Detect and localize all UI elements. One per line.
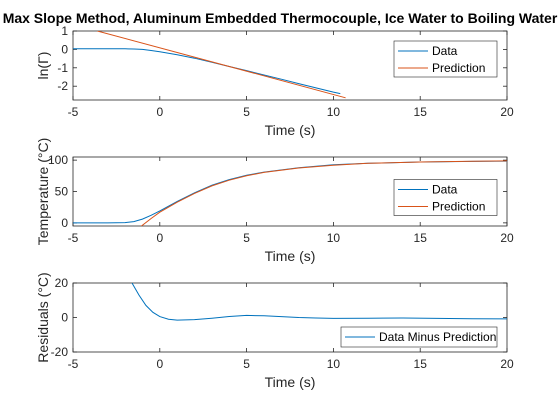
x-axis-label: Time (s) bbox=[265, 122, 316, 138]
x-tick-label: 0 bbox=[156, 231, 163, 245]
legend-label: Prediction bbox=[432, 61, 485, 75]
y-tick-label: -20 bbox=[51, 345, 69, 359]
legend-box bbox=[393, 40, 498, 78]
y-tick-label: 50 bbox=[55, 185, 69, 199]
y-axis-label: ln(Γ) bbox=[35, 52, 51, 80]
x-tick-label: 20 bbox=[500, 357, 514, 371]
x-tick-label: 5 bbox=[243, 105, 250, 119]
y-axis-label: Residuals (°C) bbox=[35, 272, 51, 362]
x-tick-label: 20 bbox=[500, 105, 514, 119]
x-axis-label: Time (s) bbox=[265, 248, 316, 264]
x-axis-label: Time (s) bbox=[265, 374, 316, 390]
y-tick-label: 0 bbox=[61, 311, 68, 325]
x-tick-label: 0 bbox=[156, 357, 163, 371]
x-tick-label: 10 bbox=[327, 357, 341, 371]
x-tick-label: 10 bbox=[327, 105, 341, 119]
y-tick-label: -2 bbox=[57, 79, 68, 93]
x-tick-label: 15 bbox=[414, 357, 428, 371]
series-line-data bbox=[73, 48, 341, 95]
y-tick-label: 0 bbox=[61, 216, 68, 230]
y-tick-label: -1 bbox=[57, 61, 68, 75]
series-line-prediction bbox=[140, 160, 507, 226]
x-tick-label: -5 bbox=[68, 357, 79, 371]
x-tick-label: -5 bbox=[68, 231, 79, 245]
x-tick-label: -5 bbox=[68, 105, 79, 119]
y-tick-label: 20 bbox=[55, 276, 69, 290]
x-tick-label: 0 bbox=[156, 105, 163, 119]
plot-residuals: -5 0 5 10 15 20 20 0 -20 Time (s) Residuals (°C) Da… bbox=[35, 272, 514, 390]
x-tick-label: 15 bbox=[414, 231, 428, 245]
legend-label: Data Minus Prediction bbox=[379, 330, 496, 344]
legend-label: Data bbox=[432, 183, 458, 197]
series-line-prediction bbox=[97, 31, 346, 99]
legend-box bbox=[393, 179, 498, 216]
x-tick-label: 10 bbox=[327, 231, 341, 245]
y-tick-label: 0 bbox=[61, 42, 68, 56]
legend-label: Data bbox=[432, 44, 458, 58]
y-tick-label: 1 bbox=[61, 24, 68, 38]
legend: Data Prediction bbox=[393, 40, 498, 78]
y-tick-label: 100 bbox=[48, 153, 68, 167]
y-axis-label: Temperature (°C) bbox=[35, 138, 51, 246]
legend-label: Prediction bbox=[432, 200, 485, 214]
series-line-data-minus-prediction bbox=[131, 283, 507, 321]
x-tick-label: 15 bbox=[414, 105, 428, 119]
x-tick-label: 20 bbox=[500, 231, 514, 245]
legend: Data Minus Prediction bbox=[340, 326, 498, 348]
x-tick-label: 5 bbox=[243, 357, 250, 371]
figure-title: Max Slope Method, Aluminum Embedded Ther… bbox=[3, 10, 558, 26]
legend-box bbox=[340, 326, 498, 348]
x-tick-label: 5 bbox=[243, 231, 250, 245]
legend: Data Prediction bbox=[393, 179, 498, 216]
